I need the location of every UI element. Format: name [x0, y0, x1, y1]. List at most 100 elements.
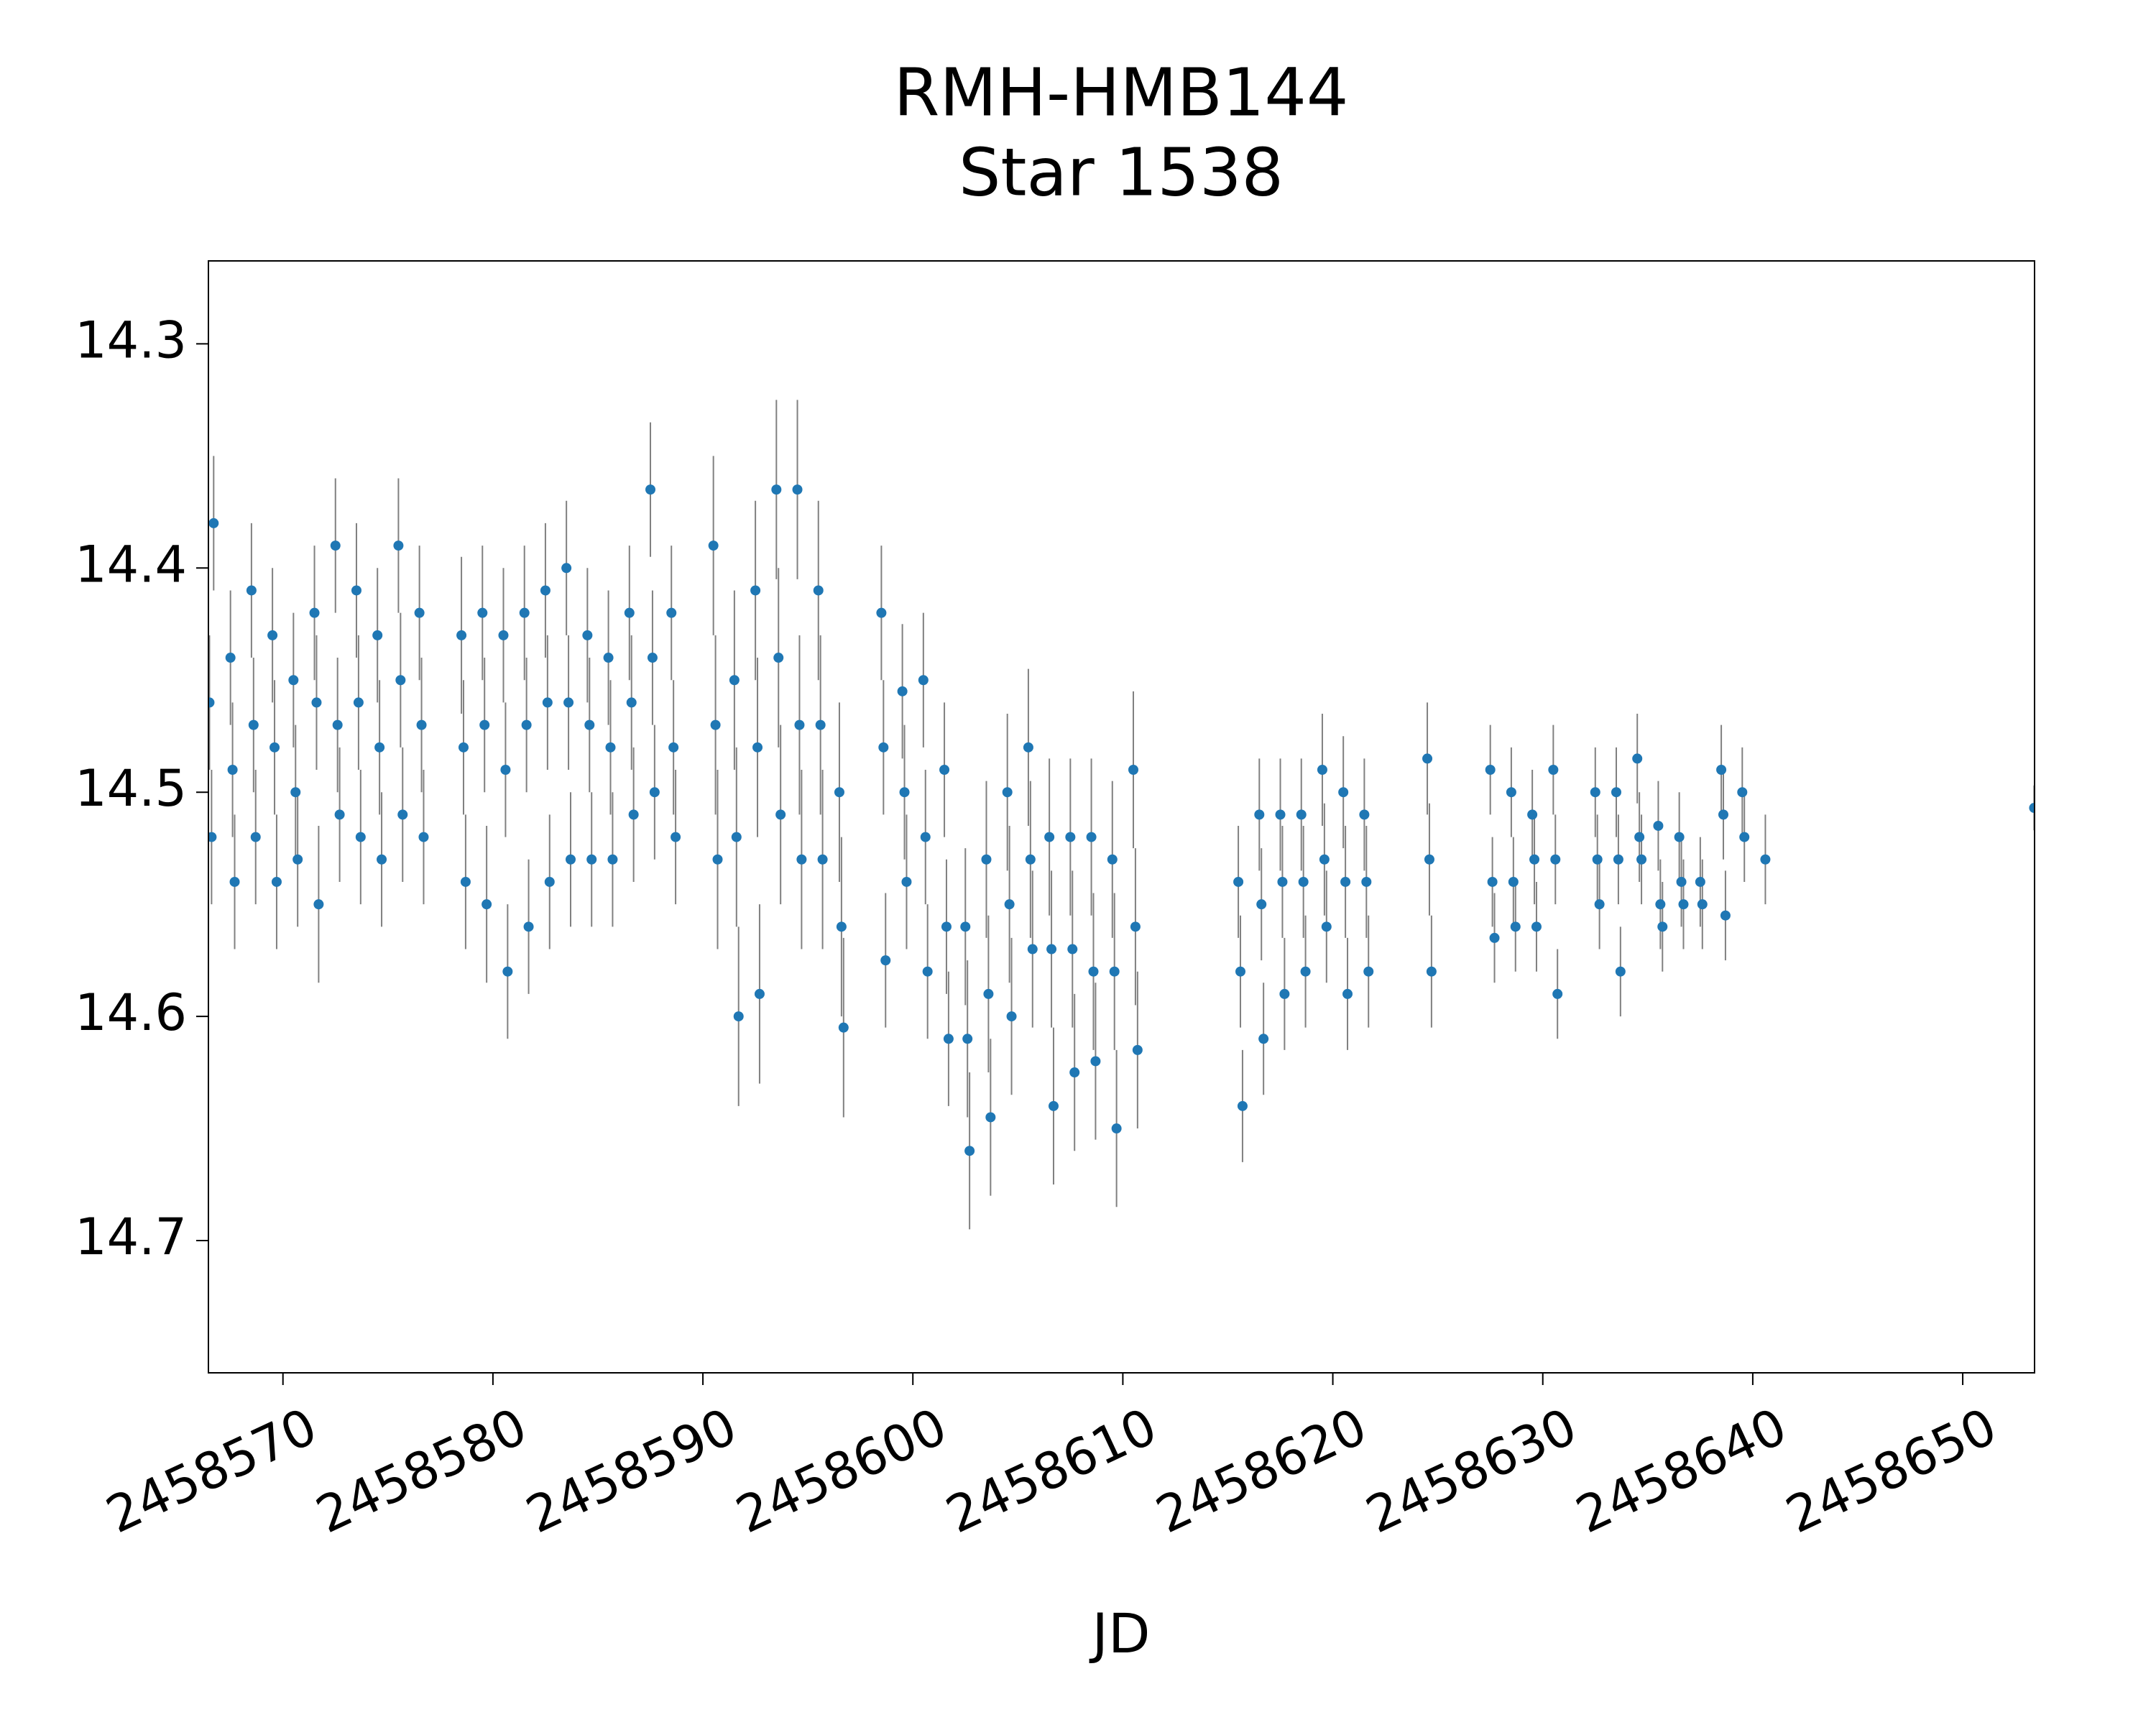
data-point — [939, 765, 950, 776]
data-point — [1611, 787, 1621, 798]
data-point — [1340, 876, 1351, 887]
data-point — [540, 585, 550, 596]
data-point — [332, 719, 343, 730]
data-point — [962, 1034, 973, 1044]
data-point — [1065, 832, 1076, 842]
data-point — [666, 607, 677, 618]
data-point — [1718, 809, 1729, 820]
y-tick-label: 14.3 — [75, 310, 187, 369]
data-point — [876, 607, 887, 618]
data-point — [584, 719, 595, 730]
data-point — [899, 787, 910, 798]
data-point — [794, 719, 805, 730]
data-point — [544, 876, 555, 887]
data-point — [834, 787, 844, 798]
data-point — [250, 832, 261, 842]
data-point — [414, 607, 425, 618]
data-point — [647, 653, 658, 663]
data-point — [519, 607, 530, 618]
data-point — [792, 484, 803, 495]
data-point — [416, 719, 427, 730]
data-point — [754, 988, 765, 999]
data-point — [1048, 1100, 1059, 1111]
data-point — [1107, 854, 1118, 865]
data-point — [271, 876, 282, 887]
data-point — [1006, 1011, 1017, 1022]
data-point — [1128, 765, 1139, 776]
y-tick-label: 14.7 — [75, 1208, 187, 1266]
data-point — [288, 675, 299, 686]
data-point — [229, 876, 240, 887]
data-point — [1506, 787, 1516, 798]
data-point — [1044, 832, 1055, 842]
data-point — [330, 540, 341, 551]
data-point — [964, 1146, 975, 1156]
data-point — [227, 765, 238, 776]
data-point — [479, 719, 490, 730]
plot-area — [208, 400, 2035, 1230]
data-point — [1338, 787, 1349, 798]
data-point — [498, 630, 509, 640]
data-point — [351, 585, 361, 596]
data-point — [878, 742, 889, 753]
data-point — [708, 540, 719, 551]
data-point — [983, 988, 994, 999]
data-point — [374, 742, 385, 753]
data-point — [313, 899, 324, 910]
data-point — [750, 585, 761, 596]
data-point — [1590, 787, 1600, 798]
data-point — [1653, 820, 1664, 831]
data-point — [372, 630, 383, 640]
data-point — [920, 832, 931, 842]
data-point — [482, 899, 492, 910]
data-point — [1027, 944, 1038, 954]
data-point — [1550, 854, 1561, 865]
data-point — [246, 585, 257, 596]
data-point — [1655, 899, 1666, 910]
data-point — [1317, 765, 1327, 776]
data-point — [1002, 787, 1013, 798]
data-point — [1737, 787, 1748, 798]
data-point — [645, 484, 656, 495]
data-point — [270, 742, 280, 753]
data-point — [731, 832, 742, 842]
data-point — [1424, 854, 1434, 865]
data-point — [1422, 753, 1433, 764]
data-point — [624, 607, 635, 618]
data-point — [1594, 899, 1605, 910]
data-point — [208, 697, 215, 708]
data-point — [542, 697, 553, 708]
chart-subtitle: Star 1538 — [959, 134, 1284, 211]
data-point — [1697, 899, 1708, 910]
data-point — [1069, 1067, 1080, 1078]
data-point — [1256, 899, 1267, 910]
data-point — [1300, 966, 1311, 977]
data-point — [1615, 966, 1626, 977]
data-point — [1132, 1044, 1143, 1055]
data-point — [1426, 966, 1437, 977]
data-point — [377, 854, 387, 865]
data-point — [628, 809, 639, 820]
data-point — [1676, 876, 1687, 887]
data-point — [456, 630, 467, 640]
data-point — [395, 675, 406, 686]
y-tick-label: 14.6 — [75, 983, 187, 1042]
data-point — [208, 832, 217, 842]
data-point — [1508, 876, 1519, 887]
data-point — [1359, 809, 1370, 820]
data-point — [729, 675, 740, 686]
data-point — [918, 675, 929, 686]
data-point — [1613, 854, 1623, 865]
data-point — [752, 742, 763, 753]
data-point — [460, 876, 471, 887]
data-point — [1025, 854, 1036, 865]
data-point — [1279, 988, 1290, 999]
data-point — [1674, 832, 1685, 842]
data-point — [1548, 765, 1559, 776]
data-point — [901, 876, 912, 887]
data-point — [309, 607, 320, 618]
data-point — [813, 585, 824, 596]
data-point — [1510, 921, 1521, 932]
data-point — [815, 719, 826, 730]
